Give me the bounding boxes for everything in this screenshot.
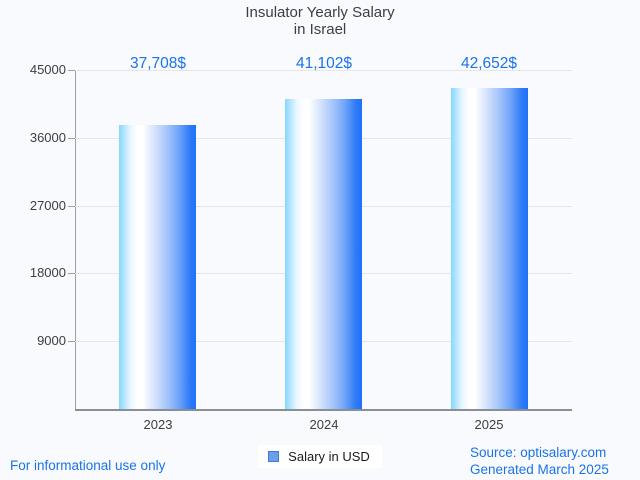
- chart-title: Insulator Yearly Salary in Israel: [0, 4, 640, 38]
- bar-2023[interactable]: [119, 125, 196, 409]
- x-axis-label: 2024: [309, 417, 339, 432]
- y-axis-tick: [68, 273, 75, 274]
- y-axis-label: 9000: [37, 333, 66, 348]
- gridline: [75, 70, 572, 71]
- y-axis-tick: [68, 138, 75, 139]
- source-block: Source: optisalary.com Generated March 2…: [470, 444, 609, 478]
- x-axis-label: 2025: [474, 417, 504, 432]
- legend-item: Salary in USD: [258, 445, 382, 468]
- legend-marker-icon: [268, 451, 280, 462]
- disclaimer-text: For informational use only: [10, 458, 166, 473]
- source-link[interactable]: Source: optisalary.com: [470, 445, 607, 460]
- y-axis-label: 27000: [29, 198, 66, 213]
- y-axis-line: [75, 70, 76, 410]
- generated-date: Generated March 2025: [470, 462, 609, 477]
- x-axis-label: 2023: [143, 417, 173, 432]
- bar-2025[interactable]: [451, 88, 528, 409]
- y-axis-tick: [68, 70, 75, 71]
- y-axis-tick: [68, 341, 75, 342]
- y-axis-label: 45000: [29, 62, 66, 77]
- bar-value-label: 41,102$: [295, 55, 353, 72]
- legend-label: Salary in USD: [288, 449, 370, 464]
- x-axis-line: [75, 409, 572, 411]
- y-axis-label: 18000: [29, 265, 66, 280]
- chart-title-line1: Insulator Yearly Salary: [245, 4, 395, 21]
- legend: Salary in USD: [0, 445, 640, 468]
- y-axis-label: 36000: [29, 130, 66, 145]
- y-axis-tick: [68, 206, 75, 207]
- chart-title-line2: in Israel: [293, 21, 347, 38]
- bar-value-label: 42,652$: [460, 55, 518, 72]
- bar-value-label: 37,708$: [129, 55, 187, 72]
- bar-2024[interactable]: [285, 99, 362, 409]
